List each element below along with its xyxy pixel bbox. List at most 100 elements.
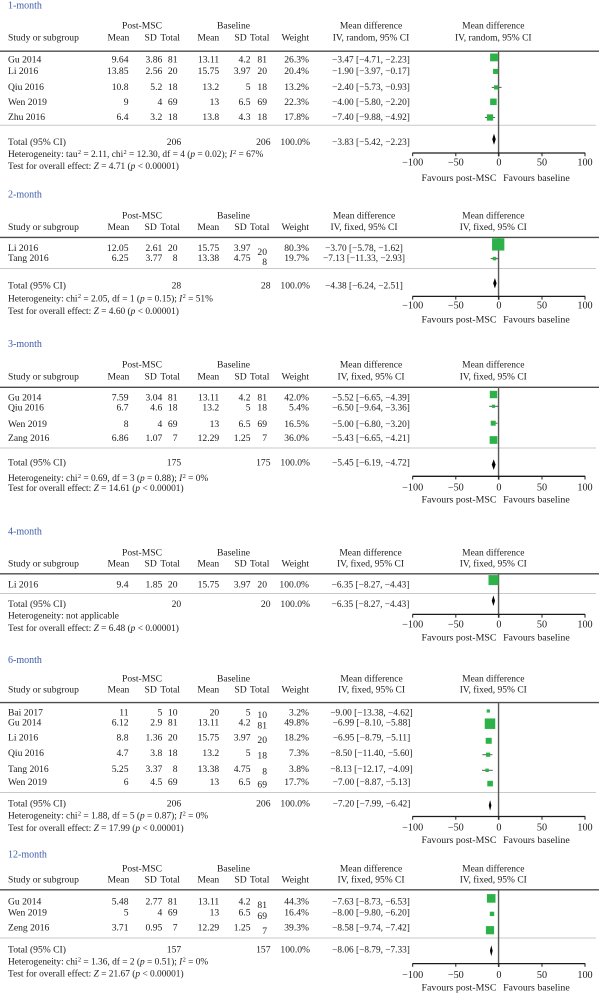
svg-text:2.61: 2.61 [146,243,163,254]
svg-text:Baseline: Baseline [217,674,250,685]
svg-text:8: 8 [124,419,129,430]
svg-text:Mean difference: Mean difference [462,211,524,222]
svg-text:69: 69 [168,419,178,430]
svg-text:4.2: 4.2 [239,392,251,403]
svg-text:8: 8 [262,257,267,268]
svg-text:15.75: 15.75 [198,732,220,743]
svg-text:Test for overall effect: Z = 4: Test for overall effect: Z = 4.60 (p < 0… [8,306,179,317]
svg-text:Total: Total [160,684,180,695]
svg-text:175: 175 [256,458,271,469]
svg-text:0: 0 [496,620,501,631]
svg-text:−7.40 [−9.88, −4.92]: −7.40 [−9.88, −4.92] [332,113,410,123]
svg-text:−100: −100 [402,970,423,981]
svg-text:5: 5 [246,82,251,93]
svg-text:−6.35 [−8.27, −4.43]: −6.35 [−8.27, −4.43] [332,581,410,591]
svg-text:81: 81 [257,55,267,66]
svg-text:Favours baseline: Favours baseline [503,835,570,846]
svg-text:81: 81 [168,718,178,729]
svg-text:100.0%: 100.0% [280,945,310,956]
svg-text:4.5: 4.5 [150,777,162,788]
svg-text:−50: −50 [448,970,464,981]
svg-text:−6.99 [−8.10, −5.88]: −6.99 [−8.10, −5.88] [333,719,411,729]
svg-text:Qiu 2016: Qiu 2016 [8,403,44,414]
svg-text:Wen 2019: Wen 2019 [8,97,47,108]
svg-text:0: 0 [496,157,501,168]
svg-text:0: 0 [496,822,501,833]
svg-text:Total: Total [160,558,180,569]
svg-text:Mean difference: Mean difference [339,548,401,559]
svg-text:12-month: 12-month [8,850,47,861]
svg-text:Mean difference: Mean difference [340,674,402,685]
svg-text:4.2: 4.2 [239,718,251,729]
svg-text:13: 13 [210,777,220,788]
svg-text:Weight: Weight [282,33,310,44]
svg-text:100.0%: 100.0% [280,281,310,292]
svg-text:28: 28 [261,281,271,292]
svg-text:0: 0 [496,482,501,493]
svg-text:7: 7 [173,923,178,934]
svg-text:0: 0 [496,970,501,981]
svg-text:13: 13 [210,908,220,919]
svg-text:4: 4 [158,419,163,430]
svg-text:18: 18 [257,112,267,123]
svg-text:Mean difference: Mean difference [340,864,402,875]
svg-text:20: 20 [261,599,271,610]
svg-text:−6.35 [−8.27, −4.43]: −6.35 [−8.27, −4.43] [332,600,410,610]
svg-text:Weight: Weight [282,875,310,886]
svg-text:Study or subgroup: Study or subgroup [8,558,79,569]
svg-text:100: 100 [577,620,592,631]
svg-text:SD: SD [145,684,157,695]
svg-text:Total (95% CI): Total (95% CI) [8,599,66,610]
svg-text:Heterogeneity: chi2 = 2.05, d: Heterogeneity: chi2 = 2.05, df = 1 (p = … [8,293,213,304]
svg-text:Mean difference: Mean difference [340,360,402,371]
svg-text:Test for overall effect: Z = 2: Test for overall effect: Z = 21.67 (p < … [8,969,184,980]
svg-text:IV, fixed, 95% CI: IV, fixed, 95% CI [460,222,527,233]
svg-text:Mean difference: Mean difference [462,864,524,875]
svg-text:19.7%: 19.7% [284,253,309,264]
svg-text:SD: SD [234,222,246,233]
svg-text:−50: −50 [448,482,464,493]
svg-text:20: 20 [257,735,267,746]
svg-text:13.2: 13.2 [202,82,219,93]
svg-text:Favours post-MSC: Favours post-MSC [422,835,497,846]
svg-text:Weight: Weight [282,684,310,695]
svg-text:Zeng 2016: Zeng 2016 [8,923,50,934]
svg-text:9: 9 [124,97,129,108]
svg-text:−6.95 [−8.79, −5.11]: −6.95 [−8.79, −5.11] [333,733,410,743]
svg-text:Mean: Mean [197,875,219,886]
svg-text:−8.58 [−9.74, −7.42]: −8.58 [−9.74, −7.42] [332,924,410,934]
svg-text:50: 50 [537,157,547,168]
svg-text:42.0%: 42.0% [284,392,309,403]
svg-text:18: 18 [257,751,267,762]
svg-text:Mean: Mean [197,684,219,695]
svg-text:20: 20 [257,66,267,77]
svg-text:Favours baseline: Favours baseline [503,983,570,994]
svg-text:69: 69 [168,97,178,108]
svg-text:1.07: 1.07 [146,433,163,444]
svg-text:SD: SD [145,33,157,44]
svg-text:Mean difference: Mean difference [462,20,524,31]
svg-text:3.8: 3.8 [150,748,162,759]
svg-text:4.75: 4.75 [234,253,251,264]
svg-text:20: 20 [168,732,178,743]
svg-text:5.48: 5.48 [112,897,129,908]
svg-text:Baseline: Baseline [217,20,250,31]
svg-text:7.59: 7.59 [112,392,129,403]
svg-text:1.25: 1.25 [234,923,251,934]
svg-text:Favours baseline: Favours baseline [503,173,570,184]
svg-text:Mean: Mean [107,371,129,382]
svg-text:Heterogeneity: tau2 = 2.11, c: Heterogeneity: tau2 = 2.11, chi2 = 12.30… [8,149,263,160]
svg-text:Gu 2014: Gu 2014 [8,392,42,403]
svg-text:Post-MSC: Post-MSC [122,864,162,875]
svg-text:Study or subgroup: Study or subgroup [8,33,79,44]
svg-text:4.75: 4.75 [234,764,251,775]
svg-text:157: 157 [256,945,271,956]
svg-text:3-month: 3-month [8,339,42,350]
svg-text:13.11: 13.11 [198,897,219,908]
svg-text:Total (95% CI): Total (95% CI) [8,281,66,292]
svg-text:175: 175 [167,458,182,469]
svg-text:10: 10 [257,710,267,721]
svg-text:6.5: 6.5 [239,419,251,430]
svg-text:Total (95% CI): Total (95% CI) [8,137,66,148]
svg-text:Tang 2016: Tang 2016 [8,764,49,775]
